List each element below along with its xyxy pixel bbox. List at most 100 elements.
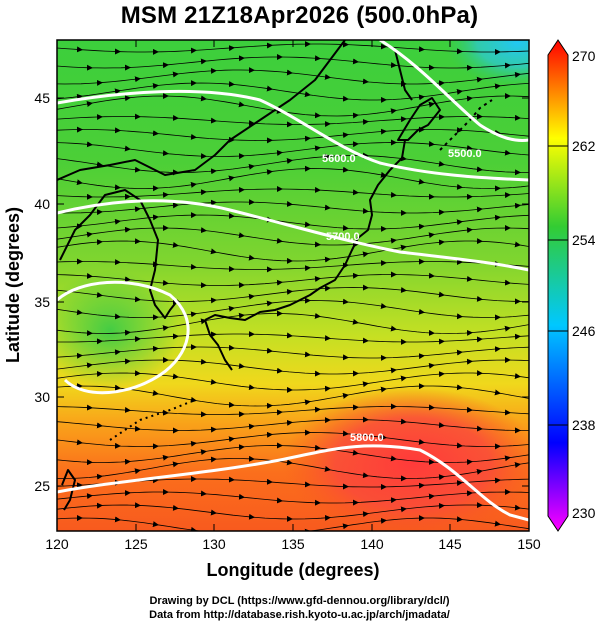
streamline-arrow (514, 373, 521, 379)
streamline-arrow (380, 171, 387, 178)
contour-labels: 5600.0 5500.0 5700.0 5800.0 (322, 148, 482, 444)
streamline-arrow (456, 88, 463, 95)
streamline-arrow (248, 293, 255, 300)
x-axis-title: Longitude (degrees) (206, 560, 379, 580)
axis-ticks (56, 40, 530, 531)
streamline-arrow (238, 232, 245, 239)
coast-honshu (204, 139, 406, 321)
contour-5600 (57, 89, 529, 182)
streamline-arrow (342, 523, 349, 530)
streamline-arrow (494, 520, 501, 527)
contour-label-5500: 5500.0 (448, 148, 482, 160)
streamline (57, 95, 529, 117)
streamline-arrow (400, 244, 407, 251)
streamline-arrow (162, 454, 169, 461)
y-tick-30: 30 (34, 389, 50, 405)
coast-taiwan (61, 469, 76, 511)
cold-region (300, 40, 529, 180)
contour-5500 (379, 40, 529, 142)
streamline-arrow (86, 231, 93, 238)
streamline-arrow (238, 101, 245, 108)
streamline-arrow (96, 161, 103, 168)
streamline-arrow (76, 309, 83, 316)
streamline (57, 300, 529, 318)
streamline-arrow (76, 179, 83, 186)
streamline-arrow (504, 455, 511, 462)
streamline-arrow (162, 325, 169, 332)
streamline-arrow (134, 468, 141, 475)
plot-area: 5600.0 5500.0 5700.0 5800.0 (57, 40, 529, 531)
streamline-arrow (190, 396, 197, 403)
y-tick-25: 25 (34, 478, 50, 494)
y-tick-35: 35 (34, 294, 50, 310)
colorbar-label-254: 254 (572, 232, 596, 248)
streamline-arrow (238, 312, 245, 319)
streamline-arrow (514, 241, 521, 248)
contour-5700 (57, 199, 529, 272)
x-tick-145: 145 (438, 536, 462, 552)
x-tick-150: 150 (517, 536, 541, 552)
streamline-arrow (390, 455, 397, 462)
x-tick-135: 135 (281, 536, 305, 552)
streamline-arrow (190, 440, 197, 447)
streamline (57, 491, 529, 504)
streamline-arrow (418, 178, 425, 185)
streamline-arrow (266, 169, 273, 176)
streamline-arrow (210, 248, 217, 255)
streamline-arrow (190, 181, 197, 188)
colorbar-label-238: 238 (572, 417, 596, 433)
streamline-arrow (494, 83, 501, 90)
streamline-arrow (438, 291, 445, 298)
streamline-arrow (96, 291, 103, 298)
streamline-arrow (152, 390, 159, 396)
y-tick-40: 40 (34, 196, 50, 212)
contour-low (57, 280, 190, 395)
contour-label-5600: 5600.0 (322, 153, 356, 165)
streamline (57, 432, 529, 447)
streamline-arrow (266, 85, 273, 92)
streamline (57, 56, 529, 69)
streamline-arrow (428, 101, 435, 108)
coast-kurils (439, 99, 493, 151)
streamline-arrow (466, 145, 473, 151)
streamline-arrow (504, 325, 511, 332)
x-tick-labels: 120 125 130 135 140 145 150 (45, 536, 541, 552)
streamline-arrow (304, 399, 311, 406)
streamline-arrow (124, 145, 131, 152)
streamline-arrow (390, 237, 397, 244)
streamline (57, 261, 529, 270)
streamline-arrow (248, 384, 255, 391)
streamline-arrow (324, 465, 331, 472)
streamline-arrow (314, 312, 321, 319)
streamline-arrow (286, 158, 293, 164)
streamline-arrow (172, 71, 179, 78)
streamline-arrow (172, 461, 179, 468)
streamline-arrow (266, 300, 273, 307)
colorbar-label-270: 270 (572, 48, 596, 64)
coast-korea (59, 189, 179, 319)
streamline (57, 517, 529, 531)
streamline-arrow (342, 392, 349, 399)
credit-data: Data from http://database.rish.kyoto-u.a… (149, 609, 450, 621)
streamline (57, 359, 529, 375)
streamline-arrow (172, 373, 179, 380)
streamline-arrow (276, 237, 283, 244)
streamline-arrow (380, 386, 387, 393)
streamline-arrow (428, 232, 435, 239)
colorbar-label-262: 262 (572, 138, 596, 154)
colorbar: 270 262 254 246 238 230 (547, 39, 596, 532)
map-title: MSM 21Z18Apr2026 (500.0hPa) (120, 2, 479, 29)
streamline-arrow (228, 436, 235, 443)
streamline (57, 227, 529, 246)
streamline-arrow (190, 311, 197, 318)
streamline-arrow (418, 94, 425, 101)
streamline-arrow (390, 108, 397, 115)
streamline-arrow (418, 438, 425, 445)
streamline-arrow (476, 468, 483, 475)
streamline-arrow (304, 91, 311, 98)
streamline-arrow (114, 88, 121, 95)
streamline-arrow (76, 439, 83, 446)
streamline-arrow (362, 381, 369, 388)
streamline-arrow (362, 251, 369, 258)
streamline-arrow (438, 160, 445, 167)
